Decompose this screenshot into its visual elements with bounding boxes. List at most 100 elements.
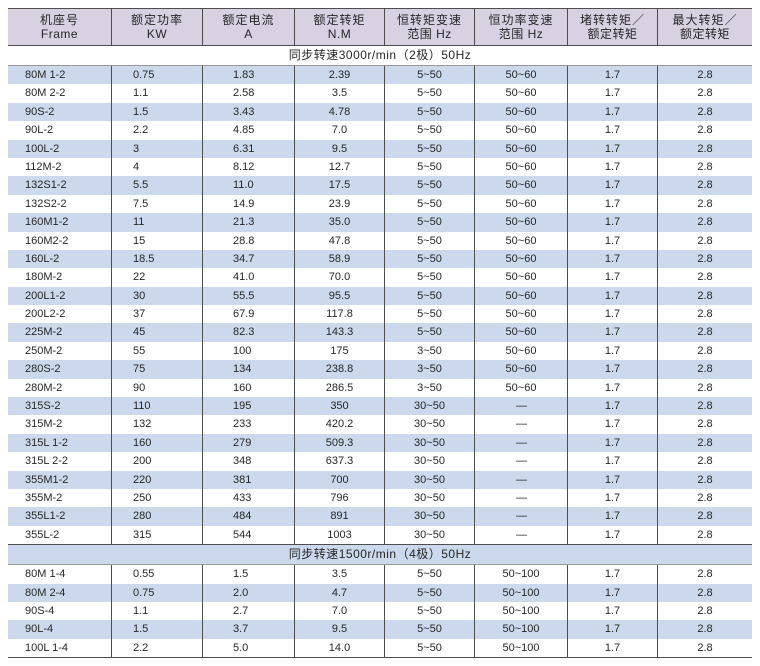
cell-const-power-range: 50~60 — [475, 323, 568, 342]
cell-max-torque-ratio: 2.8 — [697, 604, 713, 617]
cell-torque: 286.5 — [295, 378, 385, 398]
cell-torque: 47.8 — [295, 231, 385, 250]
cell-frame: 160M1-2 — [8, 213, 112, 232]
motor-spec-table: 机座号 Frame 额定功率 KW 额定电流 A 额定转矩 N.M 恒转矩变速 范围 Hz 恒功率变… — [8, 8, 752, 659]
cell-const-power-range: — — [475, 452, 568, 471]
cell-frame: 112M-2 — [8, 157, 112, 177]
cell-current: 2.0 — [203, 583, 295, 602]
column-header-locked-rotor-ratio: 堵转转矩／ 额定转矩 — [568, 9, 658, 45]
column-header-line2: A — [244, 27, 253, 41]
cell-current: 5.0 — [203, 638, 295, 658]
cell-const-torque-range: 30~50 — [385, 507, 475, 526]
cell-torque: 4.78 — [295, 102, 385, 122]
cell-frame: 90S-4 — [8, 601, 112, 621]
table-row: 355M1-2 220 381 700 30~50—1.7 2.8 — [8, 470, 752, 489]
column-header-line2: N.M — [327, 27, 352, 41]
cell-const-torque-range: 5~50 — [385, 139, 475, 158]
cell-current: 67.9 — [203, 305, 295, 324]
cell-torque: 420.2 — [295, 415, 385, 434]
cell-const-power-range: — — [475, 470, 568, 489]
cell-const-torque-range: 30~50 — [385, 488, 475, 508]
table-row: 280M-2 90 160 286.5 3~50 50~60 1.7 2.8 — [8, 378, 752, 398]
table-row: 100L-2 3 6.31 9.5 5~50 50~60 1.7 2.8 — [8, 139, 752, 158]
cell-power: 90 — [112, 378, 203, 398]
cell-power: 2.2 — [112, 121, 203, 140]
cell-const-torque-range: 5~50 — [385, 249, 475, 269]
cell-torque: 9.5 — [295, 139, 385, 158]
cell-current: 11.0 — [203, 176, 295, 195]
table-row: 90S-2 1.5 3.43 4.78 5~50 50~60 1.7 2.8 — [8, 102, 752, 122]
cell-torque: 35.0 — [295, 213, 385, 232]
cell-torque: 23.9 — [295, 194, 385, 214]
cell-const-power-range: 50~60 — [475, 102, 568, 122]
cell-current: 41.0 — [203, 268, 295, 287]
cell-locked-rotor-ratio: 1.7 — [568, 378, 658, 398]
cell-power: 5.5 — [112, 176, 203, 195]
table-row: 90S-4 1.1 2.7 7.0 5~50 50~100 1.7 2.8 — [8, 601, 752, 621]
column-header-line2: 额定转矩 — [587, 27, 638, 41]
cell-const-torque-range: 5~50 — [385, 213, 475, 232]
cell-current: 544 — [203, 525, 295, 545]
cell-torque: 175 — [295, 341, 385, 361]
cell-frame: 250M-2 — [8, 341, 112, 361]
table-row: 80M 2-4 0.75 2.0 4.7 5~50 50~100 1.7 2.8 — [8, 583, 752, 602]
cell-const-power-range: — — [475, 507, 568, 526]
cell-locked-rotor-ratio: 1.7 — [568, 268, 658, 287]
cell-const-power-range: — — [475, 525, 568, 545]
cell-const-power-range: 50~60 — [475, 360, 568, 379]
cell-max-torque-ratio: 2.8 — [697, 641, 713, 654]
cell-max-torque-ratio: 2.8 — [697, 234, 713, 247]
cell-torque: 117.8 — [295, 305, 385, 324]
cell-const-power-range: 50~60 — [475, 305, 568, 324]
cell-max-torque-ratio: 2.8 — [697, 160, 713, 173]
cell-torque: 95.5 — [295, 286, 385, 306]
column-header-frame: 机座号 Frame — [8, 9, 112, 45]
column-header-const-torque-range: 恒转矩变速 范围 Hz — [385, 9, 475, 45]
cell-const-power-range: 50~60 — [475, 121, 568, 140]
table-row: 160L-2 18.5 34.7 58.9 5~50 50~60 1.7 2.8 — [8, 249, 752, 269]
cell-const-torque-range: 5~50 — [385, 583, 475, 602]
table-row: 200L1-2 30 55.5 95.5 5~50 50~60 1.7 2.8 — [8, 286, 752, 306]
column-header-line1: 额定电流 — [222, 13, 275, 27]
column-header-max-torque-ratio: 最大转矩／ 额定转矩 — [658, 9, 752, 45]
cell-const-torque-range: 3~50 — [385, 341, 475, 361]
cell-torque: 1003 — [295, 525, 385, 545]
cell-const-torque-range: 30~50 — [385, 397, 475, 416]
cell-frame: 225M-2 — [8, 323, 112, 342]
cell-const-power-range: — — [475, 415, 568, 434]
cell-const-torque-range: 30~50 — [385, 452, 475, 471]
cell-power: 0.55 — [112, 565, 203, 584]
cell-torque: 637.3 — [295, 452, 385, 471]
cell-frame: 355M-2 — [8, 488, 112, 508]
cell-frame: 315L 2-2 — [8, 452, 112, 471]
cell-const-torque-range: 5~50 — [385, 102, 475, 122]
cell-torque: 17.5 — [295, 176, 385, 195]
cell-power: 110 — [112, 397, 203, 416]
cell-current: 8.12 — [203, 157, 295, 177]
cell-current: 82.3 — [203, 323, 295, 342]
cell-torque: 891 — [295, 507, 385, 526]
cell-const-torque-range: 5~50 — [385, 286, 475, 306]
cell-locked-rotor-ratio: 1.7 — [568, 620, 658, 639]
cell-frame: 200L1-2 — [8, 286, 112, 306]
cell-frame: 100L 1-4 — [8, 638, 112, 658]
cell-const-power-range: 50~100 — [475, 620, 568, 639]
cell-locked-rotor-ratio: 1.7 — [568, 323, 658, 342]
cell-torque: 143.3 — [295, 323, 385, 342]
cell-power: 4 — [112, 157, 203, 177]
table-row: 132S1-2 5.5 11.0 17.5 5~50 50~60 1.7 2.8 — [8, 176, 752, 195]
cell-max-torque-ratio: 2.8 — [697, 252, 713, 265]
cell-const-torque-range: 5~50 — [385, 121, 475, 140]
column-header-line1: 额定转矩 — [313, 13, 366, 27]
cell-current: 100 — [203, 341, 295, 361]
cell-torque: 3.5 — [295, 84, 385, 103]
cell-max-torque-ratio: 2.8 — [697, 473, 713, 486]
cell-power: 315 — [112, 525, 203, 545]
cell-const-power-range: 50~100 — [475, 583, 568, 602]
cell-locked-rotor-ratio: 1.7 — [568, 194, 658, 214]
cell-frame: 280S-2 — [8, 360, 112, 379]
cell-torque: 3.5 — [295, 565, 385, 584]
cell-power: 3 — [112, 139, 203, 158]
cell-frame: 100L-2 — [8, 139, 112, 158]
